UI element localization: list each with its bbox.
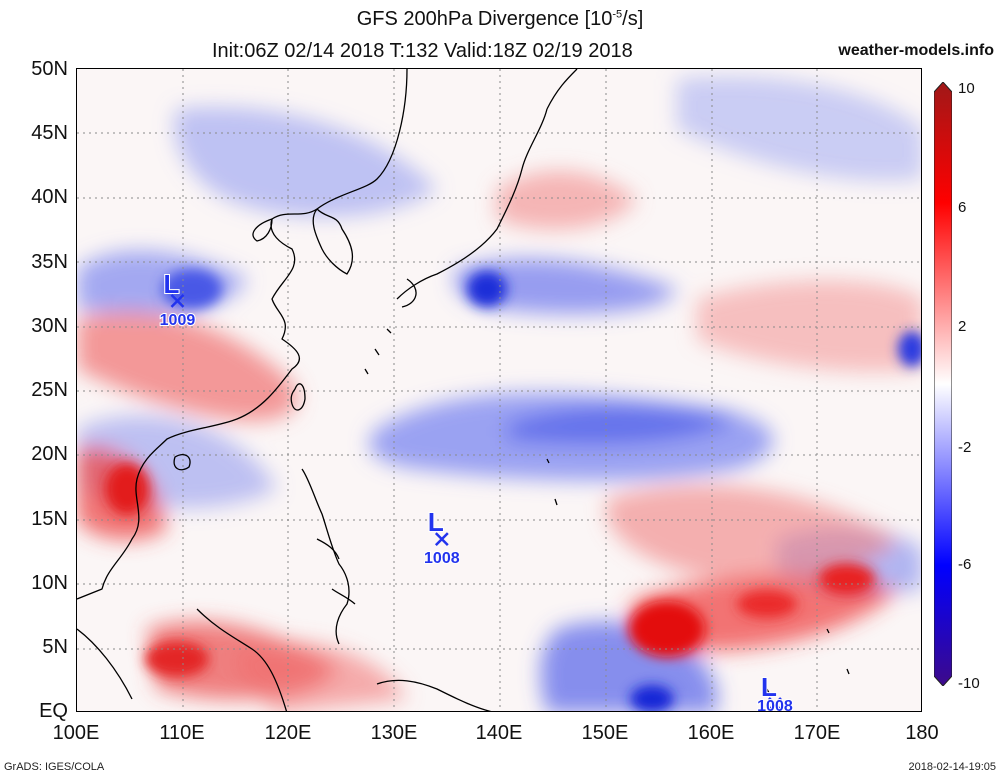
title-exponent: -5 [612,8,623,21]
convergence-area [507,406,737,444]
lat-label: 50N [31,58,68,80]
coastline-malaya [77,628,133,700]
low-pressure-value: 1008 [757,698,793,712]
lat-label: 15N [31,508,68,530]
divergence-core [145,641,209,677]
lat-label: EQ [39,700,68,722]
convergence-core [630,685,674,711]
divergence-map: L 1009 L 1008 L 1008 [76,68,922,712]
footer-credit: GrADS: IGES/COLA [4,761,105,773]
lat-label: 35N [31,251,68,273]
lat-label: 40N [31,186,68,208]
divergence-area [77,311,298,421]
lat-label: 30N [31,315,68,337]
footer-timestamp: 2018-02-14-19:05 [908,761,996,773]
low-marker: L 1009 [159,268,197,330]
convergence-area [677,76,921,181]
convergence-area [454,258,677,314]
low-pressure-value: 1008 [424,550,460,567]
divergence-core [819,563,875,595]
coastline-hainan [173,453,191,471]
divergence-area [605,484,897,582]
lat-label: 5N [42,636,68,658]
lon-label: 160E [687,722,735,744]
low-center-mark [434,532,449,547]
coastline-hokkaido [546,69,578,110]
colorbar-label: -10 [958,675,980,692]
lon-label: 180 [905,722,939,744]
coastline-new-guinea [376,679,492,711]
convergence-core [898,331,921,367]
site-name: weather-models.info [838,42,994,59]
map-title: GFS 200hPa Divergence [10-5/s] [0,8,1000,31]
colorbar-ramp [934,82,952,686]
lon-label: 130E [370,722,418,744]
lon-label: 120E [264,722,312,744]
colorbar-label: 2 [958,318,967,335]
small-islands [364,328,850,694]
coastlines [77,69,850,711]
colorbar-label: 10 [958,80,975,97]
coastline-visayas [316,538,356,605]
divergence-core [737,590,797,618]
colorbar-label: -2 [958,439,972,456]
coastline-philippines [301,468,350,645]
coastline-mainland [77,69,408,600]
divergence-core [629,601,705,657]
lat-label: 45N [31,122,68,144]
low-marker: L 1008 [423,506,461,568]
low-center-mark [170,293,185,308]
lon-label: 150E [581,722,629,744]
divergence-field [77,76,921,711]
divergence-area [697,280,921,372]
lat-label: 25N [31,379,68,401]
map-subtitle: Init:06Z 02/14 2018 T:132 Valid:18Z 02/1… [212,40,633,62]
lat-label: 20N [31,443,68,465]
divergence-core [105,463,149,515]
lat-label: 10N [31,572,68,594]
colorbar-label: 6 [958,199,967,216]
lon-label: 170E [793,722,841,744]
colorbar-label: -6 [958,556,972,573]
lon-label: 100E [52,722,100,744]
title-text: GFS 200hPa Divergence [10 [356,8,613,30]
title-unit: /s] [622,8,644,30]
lon-label: 110E [159,722,205,744]
low-pressure-value: 1009 [160,312,196,329]
low-letter: L [761,672,777,702]
coastline-korea [312,208,354,275]
coastline-japan [396,108,548,308]
divergence-area [497,170,637,230]
coastline-taiwan [290,383,306,411]
convergence-core [467,271,507,307]
divergence-cores [105,269,921,711]
coastline-shandong [252,218,273,242]
divergence-area [234,641,407,711]
low-letter: L [428,507,444,537]
convergence-area [174,107,437,218]
low-center-mark [768,697,782,711]
colorbar [934,82,952,686]
lon-label: 140E [475,722,523,744]
low-letter: L [164,269,180,299]
coastline-borneo [196,608,288,711]
